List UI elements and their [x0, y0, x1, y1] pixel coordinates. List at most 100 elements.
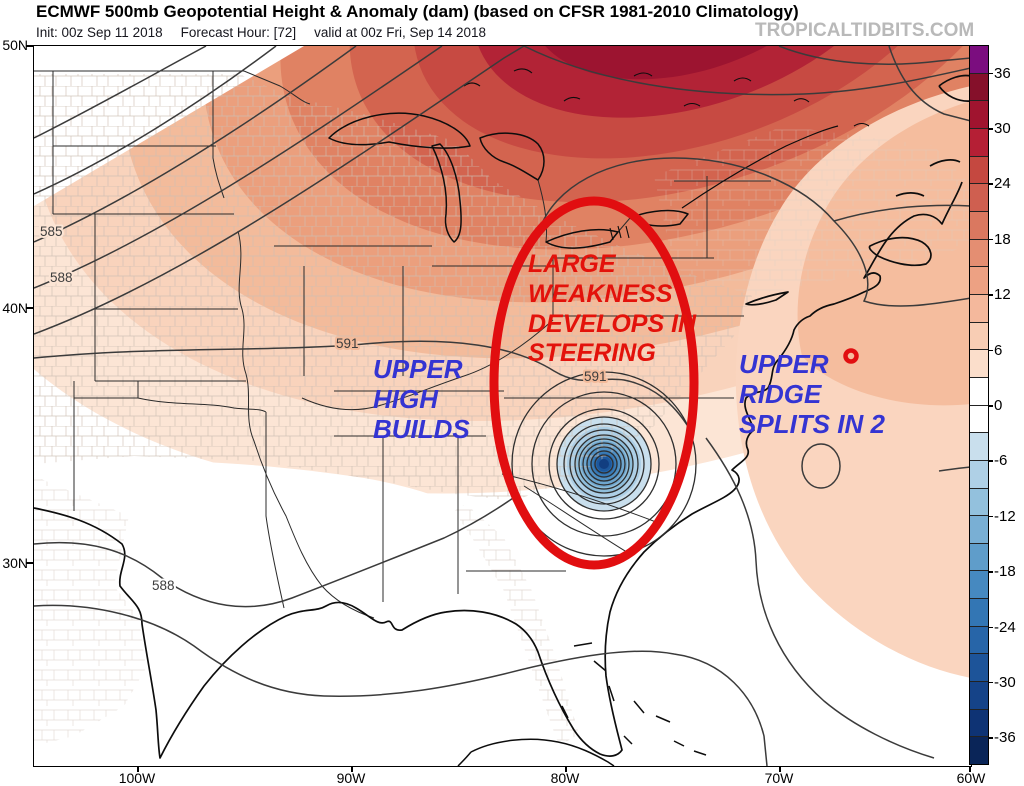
init-time: Init: 00z Sep 11 2018	[36, 25, 163, 40]
lon-label-100w: 100W	[118, 770, 156, 786]
forecast-hour: Forecast Hour: [72]	[180, 25, 297, 40]
lon-label-70w: 70W	[764, 770, 794, 786]
contour-label-591-east: 591	[584, 369, 607, 384]
colorbar-segment	[970, 736, 988, 765]
upper-ridge-line-3: SPLITS IN 2	[739, 409, 885, 439]
colorbar-segment	[970, 293, 988, 322]
annotation-layer: LARGE WEAKNESS DEVELOPS IN STEERING UPPE…	[373, 196, 885, 570]
colorbar-segment	[970, 266, 988, 294]
weakness-line-1: LARGE	[528, 250, 617, 278]
colorbar-segment	[970, 183, 988, 211]
height-contours	[34, 46, 971, 766]
weather-map-canvas: 585 588 591 591 588 LARGE WEAKNESS DEVEL…	[34, 46, 971, 766]
lon-label-80w: 80W	[550, 770, 580, 786]
lon-label-90w: 90W	[336, 770, 366, 786]
lon-label-60w: 60W	[956, 770, 986, 786]
colorbar-segment	[970, 100, 988, 128]
colorbar-tick-label: -12	[994, 507, 1016, 525]
upper-high-line-2: HIGH	[373, 384, 439, 414]
colorbar-segment	[970, 487, 988, 516]
colorbar-tick-label: -24	[994, 618, 1016, 636]
colorbar-segment	[970, 376, 988, 405]
colorbar-segment	[970, 404, 988, 433]
colorbar-segment	[970, 155, 988, 184]
lat-label-30n: 30N	[2, 555, 28, 571]
lat-label-40n: 40N	[2, 300, 28, 316]
colorbar-tick	[989, 238, 993, 241]
colorbar-tick	[989, 405, 993, 407]
colorbar-tick-label: 36	[994, 64, 1011, 82]
colorbar-tick	[989, 128, 993, 130]
colorbar-tick	[989, 72, 993, 75]
colorbar-tick	[989, 515, 993, 518]
weakness-line-3: DEVELOPS IN	[528, 310, 697, 338]
colorbar-tick	[989, 681, 993, 684]
colorbar-tick-label: 30	[994, 120, 1011, 138]
colorbar-tick-label: 0	[994, 397, 1003, 414]
contour-label-585: 585	[40, 224, 63, 239]
colorbar-segment	[970, 46, 988, 73]
upper-high-text: UPPER HIGH BUILDS	[373, 354, 470, 444]
colorbar-segment	[970, 459, 988, 488]
weakness-line-2: WEAKNESS	[528, 280, 673, 308]
map-frame: 585 588 591 591 588 LARGE WEAKNESS DEVEL…	[33, 45, 972, 767]
colorbar-segment	[970, 570, 988, 599]
colorbar-segment	[970, 210, 988, 239]
colorbar-segment	[970, 72, 988, 101]
upper-ridge-line-2: RIDGE	[739, 379, 822, 409]
colorbar-tick	[989, 626, 993, 629]
lon-tick	[779, 766, 781, 772]
lat-label-50n: 50N	[2, 37, 28, 53]
colorbar-segment	[970, 238, 988, 267]
lat-tick	[26, 45, 33, 47]
weakness-text: LARGE WEAKNESS DEVELOPS IN STEERING	[528, 250, 697, 367]
upper-ridge-text: UPPER RIDGE SPLITS IN 2	[739, 349, 885, 439]
contour-label-588: 588	[50, 270, 73, 285]
colorbar-tick-label: 18	[994, 230, 1011, 248]
page-title: ECMWF 500mb Geopotential Height & Anomal…	[36, 2, 799, 21]
colorbar-tick-label: -18	[994, 563, 1016, 581]
colorbar-tick	[989, 294, 993, 296]
colorbar-segment	[970, 515, 988, 543]
colorbar-segment	[970, 127, 988, 156]
red-ellipse-weakness	[489, 196, 699, 570]
weakness-line-4: STEERING	[528, 339, 656, 367]
colorbar-tick	[989, 737, 993, 739]
upper-high-line-1: UPPER	[373, 354, 463, 384]
red-circle-marker	[843, 348, 859, 364]
contour-label-588-texas: 588	[152, 578, 175, 593]
upper-ridge-line-1: UPPER	[739, 349, 829, 379]
colorbar-segment	[970, 681, 988, 709]
colorbar-tick	[989, 460, 993, 462]
colorbar-tick-label: 12	[994, 286, 1011, 304]
colorbar-segment	[970, 321, 988, 350]
colorbar-segment	[970, 432, 988, 460]
lat-tick	[26, 562, 33, 564]
model-run-line: Init: 00z Sep 11 2018 Forecast Hour: [72]…	[36, 25, 504, 40]
contour-label-591-west: 591	[336, 336, 359, 351]
site-watermark: TROPICALTIDBITS.COM	[755, 20, 975, 41]
colorbar-segment	[970, 349, 988, 377]
colorbar-tick-label: 24	[994, 175, 1011, 193]
colorbar-segment	[970, 598, 988, 626]
colorbar-tick-label: -36	[994, 729, 1016, 747]
colorbar-tick	[989, 571, 993, 573]
valid-time: valid at 00z Fri, Sep 14 2018	[314, 25, 487, 40]
colorbar-tick	[989, 183, 993, 185]
colorbar	[969, 45, 989, 765]
colorbar-segment	[970, 653, 988, 682]
colorbar-segment	[970, 542, 988, 571]
lon-tick	[351, 766, 353, 772]
coastline	[34, 68, 971, 766]
colorbar-tick-label: -30	[994, 673, 1016, 691]
lon-tick	[565, 766, 567, 772]
lon-tick	[969, 766, 971, 772]
colorbar-tick-label: -6	[994, 452, 1008, 470]
colorbar-segment	[970, 625, 988, 654]
colorbar-segment	[970, 708, 988, 737]
colorbar-tick-label: 6	[994, 341, 1003, 359]
lat-tick	[26, 307, 33, 309]
lon-tick	[137, 766, 139, 772]
colorbar-tick	[989, 349, 993, 352]
